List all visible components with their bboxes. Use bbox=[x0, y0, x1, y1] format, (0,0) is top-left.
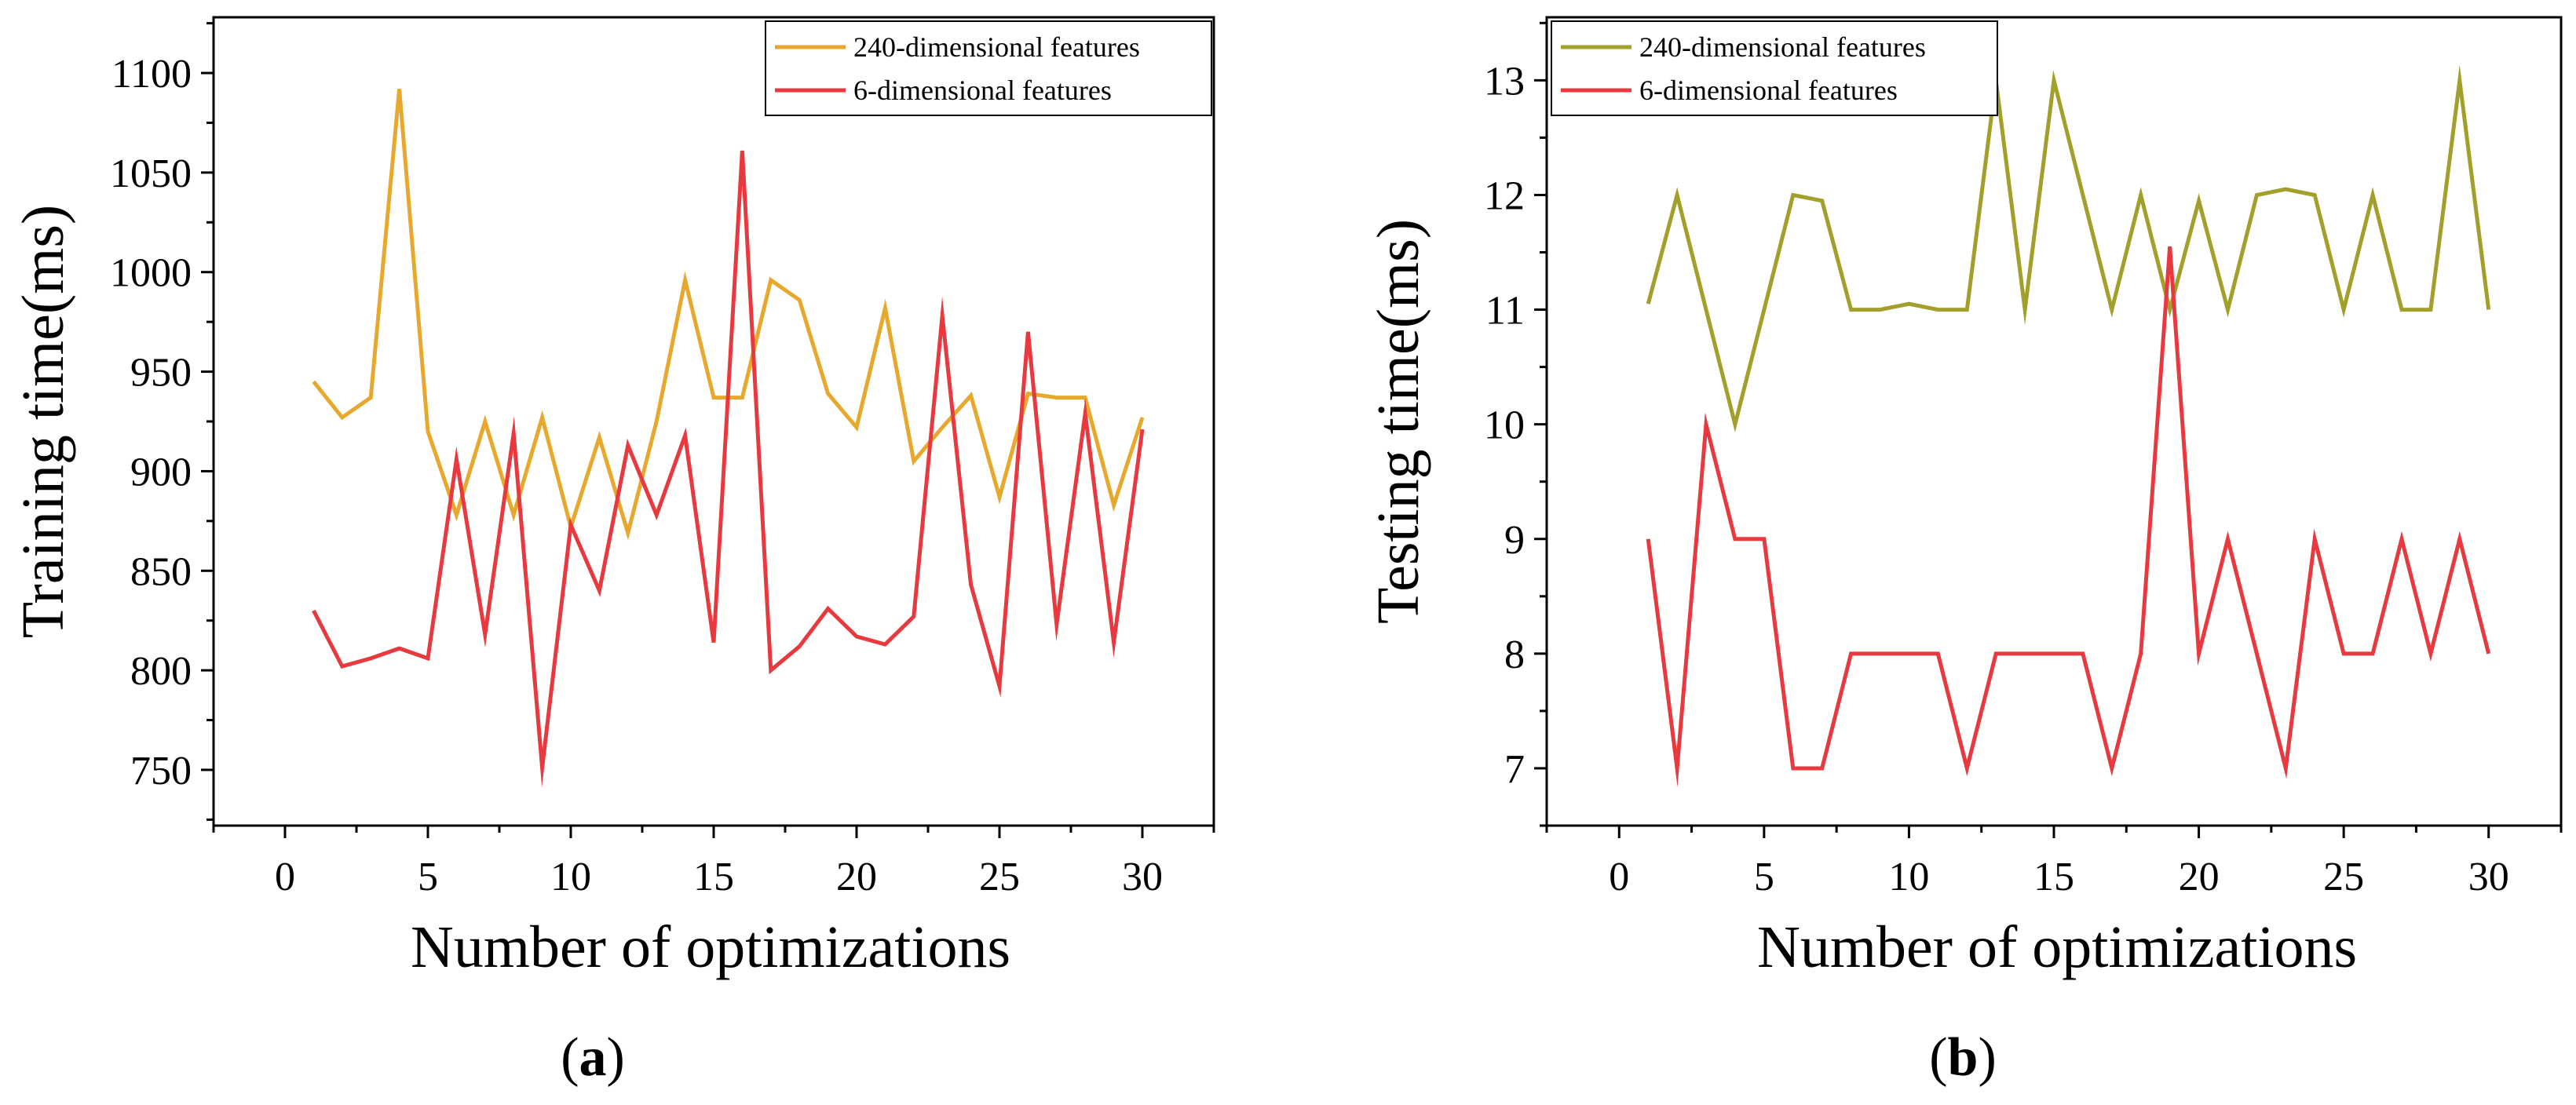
x-tick-label: 20 bbox=[836, 855, 877, 899]
series-line-240-dimensional bbox=[1646, 64, 2491, 432]
x-tick-label: 15 bbox=[693, 855, 734, 899]
y-tick-label: 9 bbox=[1504, 518, 1525, 563]
y-tick-label: 1050 bbox=[110, 151, 192, 196]
legend-box bbox=[1551, 20, 1998, 116]
panel-caption: (b) bbox=[1929, 1027, 1997, 1088]
x-tick-label: 30 bbox=[1122, 855, 1163, 899]
y-tick-label: 8 bbox=[1504, 633, 1525, 677]
y-tick-label: 12 bbox=[1484, 173, 1525, 218]
x-axis-title: Number of optimizations bbox=[1757, 914, 2357, 980]
series-line-6-dimensional bbox=[1646, 246, 2491, 787]
caption-letter: a bbox=[579, 1027, 607, 1088]
y-axis-title: Testing time(ms) bbox=[1365, 219, 1431, 624]
x-tick-label: 20 bbox=[2179, 855, 2220, 899]
x-tick-label: 15 bbox=[2033, 855, 2074, 899]
x-tick-label: 25 bbox=[2323, 855, 2364, 899]
series-lines bbox=[312, 89, 1145, 788]
x-tick-labels: 0 5 10 15 20 25 30 bbox=[1609, 855, 2508, 899]
x-tick-label: 0 bbox=[275, 855, 295, 899]
y-tick-label: 950 bbox=[130, 351, 192, 396]
y-tick-label: 7 bbox=[1504, 747, 1525, 792]
x-tick-label: 5 bbox=[1754, 855, 1774, 899]
y-tick-labels: 7 8 9 10 11 12 13 bbox=[1484, 59, 1525, 792]
y-axis-title: Training time(ms) bbox=[10, 205, 76, 638]
series-line-6-dimensional bbox=[312, 150, 1145, 788]
chart-panel-b: 0 5 10 15 20 25 30 7 8 9 10 11 12 13 Number of optim… bbox=[1365, 16, 2563, 1088]
y-tick-label: 13 bbox=[1484, 59, 1525, 104]
y-tick-label: 11 bbox=[1485, 289, 1525, 334]
legend-box bbox=[765, 20, 1212, 116]
y-tick-labels: 750 800 850 900 950 1000 1050 1100 bbox=[110, 52, 192, 793]
x-tick-labels: 0 5 10 15 20 25 30 bbox=[275, 855, 1163, 899]
y-tick-label: 750 bbox=[130, 749, 192, 793]
y-tick-label: 800 bbox=[130, 649, 192, 694]
legend-label-6-dimensional: 6-dimensional features bbox=[853, 75, 1112, 106]
legend-label-240-dimensional: 240-dimensional features bbox=[853, 31, 1140, 63]
y-tick-label: 850 bbox=[130, 549, 192, 594]
chart-panel-a: 0 5 10 15 20 25 30 750 800 850 900 950 1000 1050 1100… bbox=[10, 16, 1215, 1088]
x-axis-title: Number of optimizations bbox=[411, 914, 1010, 980]
plot-frame bbox=[212, 16, 1215, 827]
caption-letter: b bbox=[1948, 1027, 1979, 1088]
plot-frame bbox=[1545, 16, 2563, 827]
y-tick-label: 900 bbox=[130, 450, 192, 494]
x-tick-label: 25 bbox=[979, 855, 1020, 899]
y-tick-label: 10 bbox=[1484, 403, 1525, 448]
legend: 240-dimensional features 6-dimensional f… bbox=[1551, 20, 1998, 116]
legend: 240-dimensional features 6-dimensional f… bbox=[765, 20, 1212, 116]
panel-caption: (a) bbox=[561, 1027, 625, 1088]
y-tick-label: 1000 bbox=[110, 251, 192, 296]
legend-label-6-dimensional: 6-dimensional features bbox=[1639, 75, 1898, 106]
x-tick-label: 10 bbox=[1888, 855, 1929, 899]
x-tick-label: 5 bbox=[418, 855, 438, 899]
x-tick-label: 0 bbox=[1609, 855, 1629, 899]
series-lines bbox=[1646, 64, 2491, 787]
y-tick-label: 1100 bbox=[111, 52, 192, 97]
x-tick-label: 10 bbox=[550, 855, 591, 899]
legend-label-240-dimensional: 240-dimensional features bbox=[1639, 31, 1926, 63]
x-tick-label: 30 bbox=[2468, 855, 2509, 899]
